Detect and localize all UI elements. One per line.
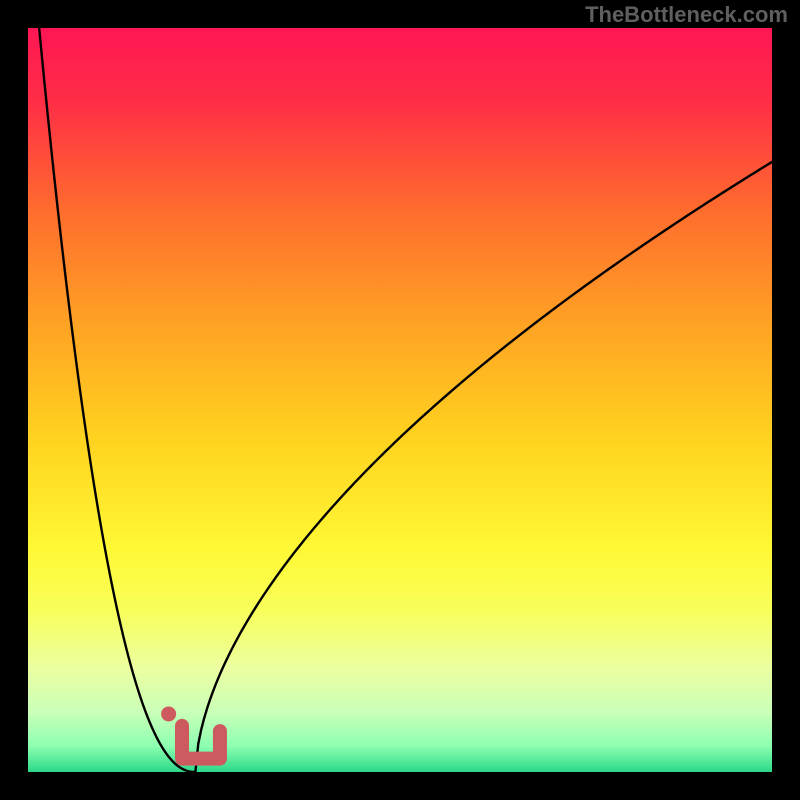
chart-frame: TheBottleneck.com [0, 0, 800, 800]
trough-dot-marker [161, 706, 176, 721]
bottleneck-curve-chart [0, 0, 800, 800]
watermark-text: TheBottleneck.com [585, 2, 788, 28]
